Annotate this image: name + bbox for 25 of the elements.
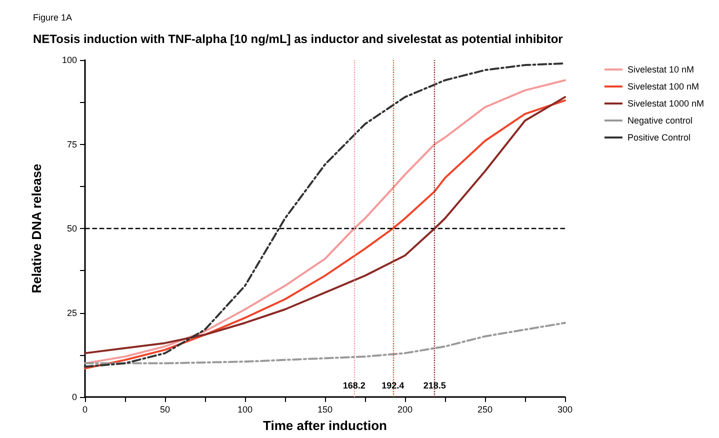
y-tick-label: 0: [72, 392, 77, 402]
x-tick-label: 200: [397, 404, 413, 414]
y-tick-label: 25: [66, 308, 77, 318]
x-tick-label: 150: [317, 404, 333, 414]
x-tick-label: 50: [160, 404, 170, 414]
ref-line-label: 192.4: [382, 380, 404, 390]
legend-label: Negative control: [627, 116, 693, 126]
x-tick-label: 100: [237, 404, 253, 414]
y-tick-label: 50: [66, 224, 77, 234]
line-series: [84, 322, 566, 364]
x-axis-title: Time after induction: [263, 418, 388, 433]
legend-label: Sivelestat 100 nM: [627, 82, 700, 92]
legend-label: Positive Control: [627, 132, 690, 142]
ref-line-label: 168.2: [342, 380, 366, 390]
y-axis-title: Relative DNA release: [29, 164, 44, 294]
x-tick-label: 250: [477, 404, 493, 414]
chart-title: NETosis induction with TNF-alpha [10 ng/mL] as inductor and sivelestat as potential inhibitor: [33, 32, 564, 46]
legend-label: Sivelestat 10 nM: [627, 64, 694, 74]
caption: Figure 1A: [33, 12, 72, 22]
x-tick-label: 0: [82, 404, 88, 414]
y-tick-label: 75: [66, 139, 77, 150]
x-tick-label: 300: [557, 404, 573, 414]
legend-label: Sivelestat 1000 nM: [627, 98, 704, 108]
ref-line-label: 218.5: [423, 380, 446, 390]
y-tick-label: 100: [62, 55, 77, 65]
